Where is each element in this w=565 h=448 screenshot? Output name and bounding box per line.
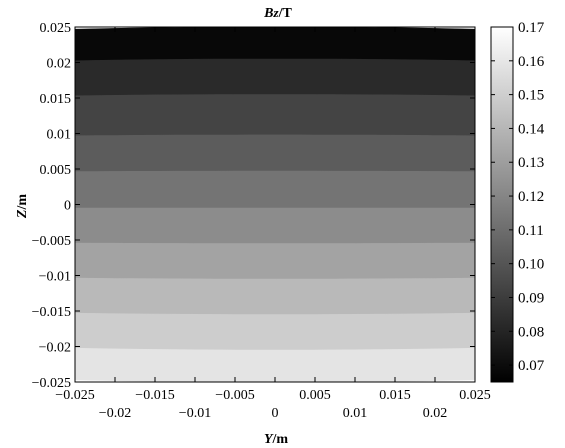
colorbar-tick-label: 0.09 [518,290,544,306]
x-tick-label: 0.015 [379,388,411,403]
colorbar-ticks: 0.17 0.16 0.15 0.14 0.13 0.12 0.11 0.10 0.09 0.08… [491,20,545,374]
x-tick-label: 0.025 [459,388,491,403]
title-var: B [263,6,273,21]
y-tick-label: 0 [64,199,71,214]
colorbar-tick-label: 0.08 [518,324,544,340]
title-sub: z [273,5,280,20]
colorbar-tick-label: 0.14 [518,121,545,137]
y-tick-label: 0.005 [40,163,72,178]
x-tick-label: −0.01 [179,406,211,421]
contour-band [75,94,475,137]
x-tick-label: 0.01 [343,406,368,421]
axis-ticks [74,26,476,383]
colorbar-tick-label: 0.16 [518,54,545,70]
y-tick-label: −0.02 [39,341,71,356]
chart-title: Bz/T [263,5,292,21]
y-tick-label: −0.005 [32,234,71,249]
x-tick-label: 0 [272,406,279,421]
contour-band [75,58,475,97]
colorbar-tick-label: 0.12 [518,189,544,205]
contour-bands [75,27,475,382]
contour-band [75,312,475,351]
x-tick-label: −0.005 [215,388,254,403]
y-tick-label: −0.015 [32,305,71,320]
title-unit: /T [278,6,293,21]
y-tick-label: 0.02 [47,57,72,72]
y-tick-label: −0.025 [32,376,71,391]
colorbar-tick-label: 0.13 [518,155,544,171]
colorbar-tick-label: 0.15 [518,88,544,104]
x-tick-label: −0.015 [135,388,174,403]
contour-band [75,347,475,382]
contour-band [75,27,475,62]
x-tick-label: −0.02 [99,406,131,421]
x-axis-label: Y/m [264,432,288,447]
x-tick-label: 0.02 [423,406,448,421]
y-tick-label: 0.015 [40,92,72,107]
contour-band [75,277,475,315]
y-tick-label: 0.025 [40,21,72,36]
colorbar-tick-label: 0.17 [518,20,545,36]
colorbar-tick-label: 0.11 [518,223,544,239]
y-axis-label: Z/m [15,194,30,219]
x-tick-label: 0.005 [299,388,331,403]
colorbar-tick-label: 0.10 [518,257,544,273]
colorbar-tick-label: 0.07 [518,358,545,374]
y-axis-tick-labels: 0.025 0.02 0.015 0.01 0.005 0 −0.005 −0.01 −0.01… [32,21,71,391]
y-tick-label: −0.01 [39,270,71,285]
y-tick-label: 0.01 [47,128,72,143]
colorbar [490,26,514,383]
contour-band [75,242,475,280]
x-tick-label: −0.025 [55,388,94,403]
contour-band [75,134,475,172]
x-axis-tick-labels: −0.025 −0.015 −0.005 0.005 0.015 0.025 −0.02 −0… [55,388,490,421]
contour-band [75,170,475,209]
contour-band [75,207,475,244]
